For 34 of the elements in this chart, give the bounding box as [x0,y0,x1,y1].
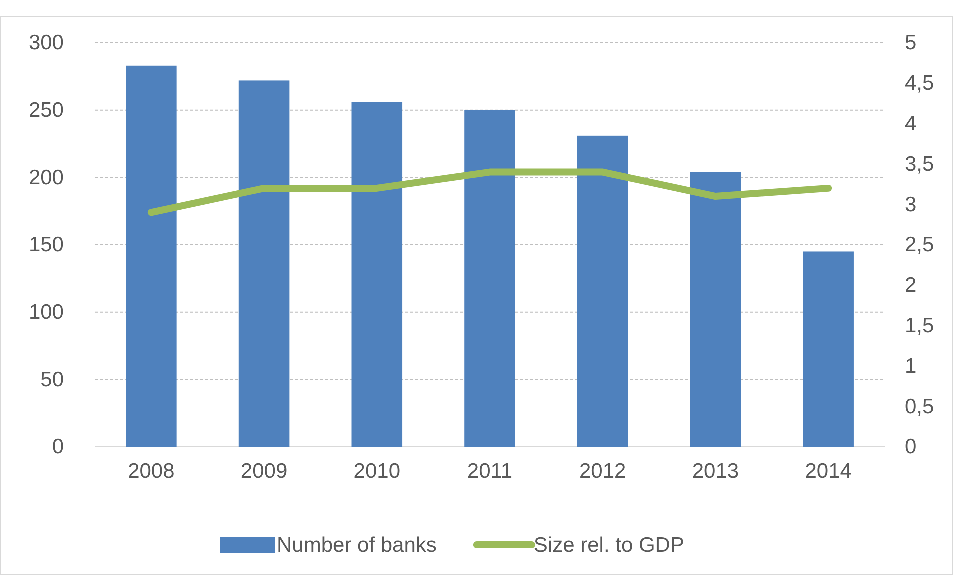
y-tick-label: 200 [28,166,64,190]
bar [126,66,177,447]
y2-tick-label: 2 [905,274,917,298]
y2-tick-label: 0 [905,436,917,459]
y-tick-label: 100 [28,301,64,324]
y2-tick-label: 3,5 [905,152,934,176]
legend-label: Number of banks [277,534,437,557]
bar [238,80,290,447]
y2-tick-label: 2,5 [905,234,934,257]
x-tick-label: 2014 [805,460,852,483]
y2-tick-label: 3 [905,193,917,216]
x-tick-label: 2011 [467,460,513,483]
y-tick-label: 0 [52,436,64,459]
bar [464,110,516,447]
y2-tick-label: 1,5 [905,314,934,338]
x-tick-label: 2012 [580,460,626,483]
bar [352,102,403,447]
y-tick-label: 300 [28,32,64,55]
x-tick-label: 2009 [240,460,288,483]
y-tick-label: 50 [40,368,64,392]
bar [577,136,628,447]
x-tick-label: 2008 [128,460,175,483]
bar [803,252,854,447]
bar [690,172,742,447]
y2-tick-label: 5 [905,32,917,55]
y-tick-label: 150 [28,234,64,257]
x-tick-label: 2010 [354,460,400,483]
y2-tick-label: 4 [905,112,917,136]
x-tick-label: 2013 [692,460,740,483]
y2-tick-label: 0,5 [905,395,934,418]
legend-label: Size rel. to GDP [534,534,684,557]
y2-tick-label: 1 [905,354,917,378]
y-tick-label: 250 [28,99,64,122]
y2-tick-label: 4,5 [905,72,934,96]
